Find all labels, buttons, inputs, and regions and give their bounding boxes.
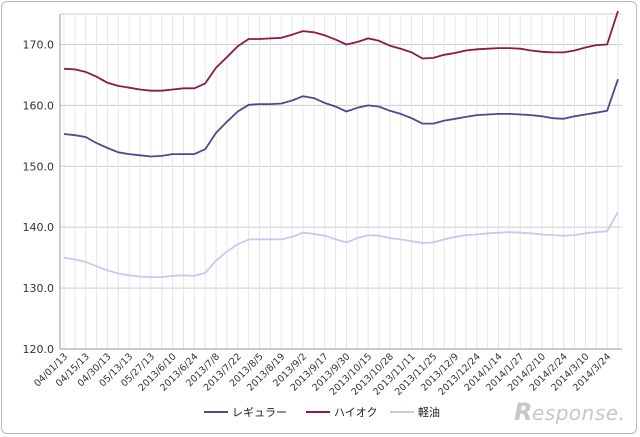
y-tick-label: 170.0 (23, 38, 55, 51)
legend-item-regular: レギュラー (204, 406, 287, 419)
legend-label-high-octane: ハイオク (334, 406, 378, 419)
y-tick-label: 160.0 (23, 99, 55, 112)
series-lines (63, 10, 619, 279)
legend: レギュラー ハイオク 軽油 (204, 405, 440, 419)
y-tick-label: 120.0 (23, 343, 55, 356)
legend-item-diesel: 軽油 (390, 405, 440, 419)
y-tick-label: 150.0 (23, 160, 55, 173)
x-axis: 04/01/1304/15/1304/30/1305/13/1305/27/13… (32, 348, 622, 398)
series-line-regular (63, 78, 619, 158)
y-tick-label: 130.0 (23, 282, 55, 295)
watermark-text: esponse. (532, 401, 625, 425)
legend-item-high-octane: ハイオク (306, 406, 378, 419)
gridlines (60, 13, 622, 350)
series-line-diesel (63, 211, 619, 279)
watermark-mark: R (514, 398, 533, 426)
legend-label-regular: レギュラー (232, 406, 287, 419)
response-watermark: R esponse. (514, 398, 625, 426)
y-tick-label: 140.0 (23, 221, 55, 234)
y-axis: 120.0 130.0 140.0 150.0 160.0 170.0 (23, 14, 61, 356)
legend-label-diesel: 軽油 (418, 405, 440, 419)
series-line-high-octane (63, 10, 619, 92)
